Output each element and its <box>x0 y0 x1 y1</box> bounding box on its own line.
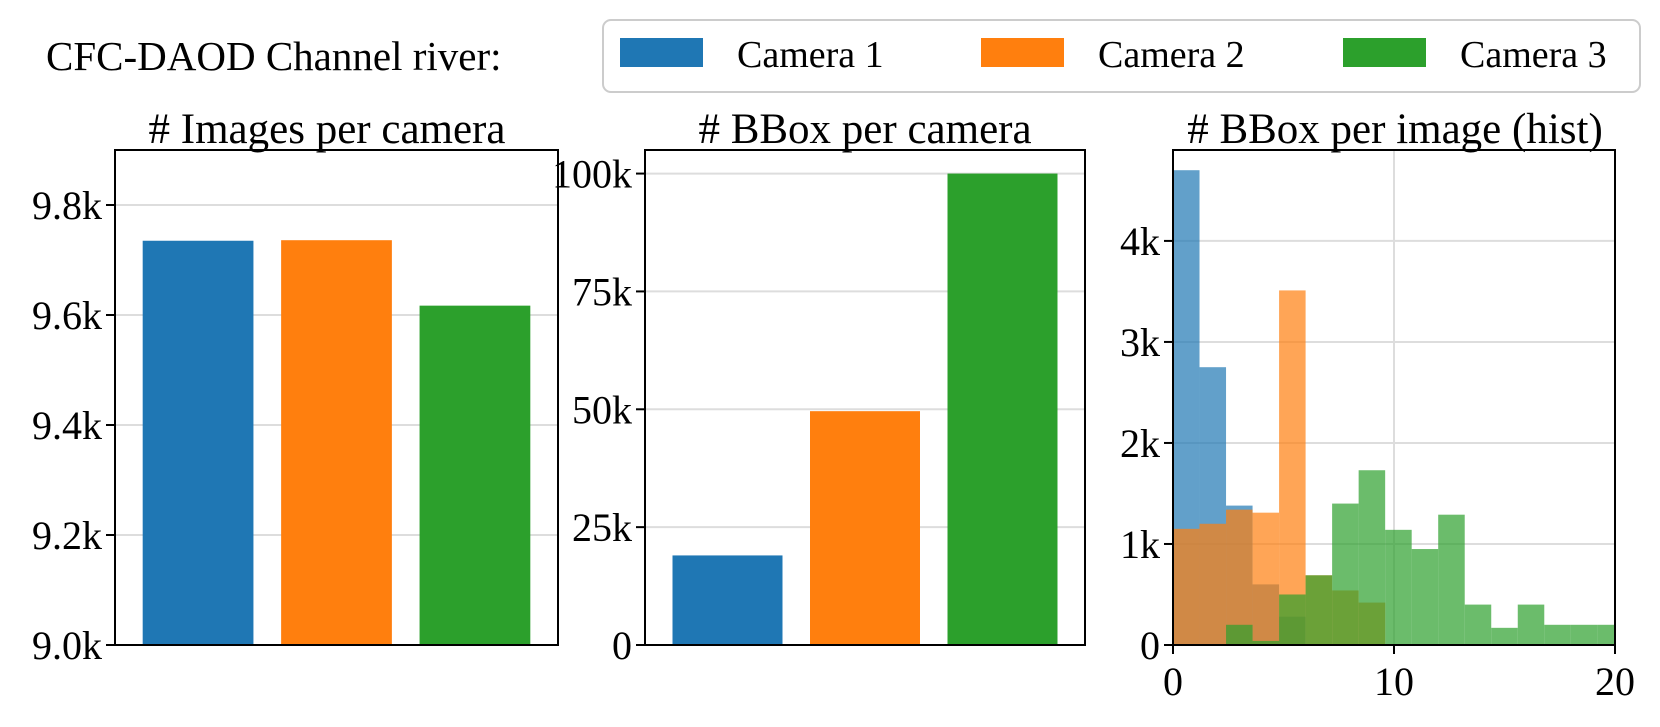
hist-bin <box>1252 640 1280 645</box>
hist-bin <box>1226 624 1253 645</box>
chart-bbox-per-camera: # BBox per camera 0 25k 50k 75k 100k <box>552 106 1086 668</box>
x-tick-label: 20 <box>1595 659 1635 704</box>
y-tick-label: 0 <box>1140 623 1160 668</box>
hist-bin <box>1358 470 1386 645</box>
hist-bin <box>1279 594 1306 645</box>
hist-bin <box>1411 549 1439 645</box>
legend-label-camera-1: Camera 1 <box>737 34 884 76</box>
hist-bin <box>1544 624 1571 645</box>
y-tick-label: 3k <box>1120 320 1160 365</box>
hist-bin <box>1226 509 1253 645</box>
x-tick-label: 0 <box>1163 659 1183 704</box>
hist-bin <box>1173 528 1200 645</box>
hist-bin <box>1517 604 1545 645</box>
chart-title: # BBox per camera <box>698 106 1031 153</box>
hist-series-camera-3 <box>1226 470 1615 645</box>
hist-bin <box>1570 624 1598 645</box>
bar-camera-2 <box>810 411 920 645</box>
y-tick-label: 9.6k <box>32 293 102 338</box>
y-tick-label: 75k <box>572 269 632 314</box>
hist-bin <box>1279 290 1306 645</box>
y-tick-label: 9.4k <box>32 403 102 448</box>
y-tick-label: 25k <box>572 505 632 550</box>
y-tick-label: 2k <box>1120 421 1160 466</box>
hist-bin <box>1199 523 1227 645</box>
y-tick-label: 100k <box>552 152 632 197</box>
hist-bin <box>1597 624 1615 645</box>
dataset-label: CFC-DAOD Channel river: <box>46 33 502 79</box>
y-tick-label: 0 <box>612 623 632 668</box>
chart-title: # BBox per image (hist) <box>1187 106 1603 153</box>
plot-frame <box>644 149 1086 646</box>
y-tick-label: 1k <box>1120 522 1160 567</box>
plot-frame <box>114 149 559 646</box>
y-tick-label: 50k <box>572 387 632 432</box>
hist-bin <box>1491 627 1518 645</box>
hist-bin <box>1305 575 1333 645</box>
hist-bin <box>1438 514 1465 645</box>
hist-bin <box>1464 604 1492 645</box>
legend-swatch-camera-2 <box>981 38 1064 67</box>
y-tick-label: 4k <box>1120 219 1160 264</box>
bar-camera-1 <box>672 555 783 645</box>
y-tick-label: 9.0k <box>32 623 102 668</box>
legend-label-camera-3: Camera 3 <box>1460 34 1607 76</box>
chart-bbox-per-image-hist: # BBox per image (hist) 0 1k 2k 3k 4k 0 10 20 <box>1120 106 1635 704</box>
hist-bin <box>1252 512 1280 645</box>
plot-frame <box>1172 149 1616 646</box>
bar-camera-1 <box>142 240 254 645</box>
legend-label-camera-2: Camera 2 <box>1098 34 1245 76</box>
y-tick-label: 9.2k <box>32 513 102 558</box>
chart-images-per-camera: # Images per camera 9.0k 9.2k 9.4k 9.6k 9.8k <box>32 106 559 668</box>
legend-swatch-camera-3 <box>1343 38 1426 67</box>
y-tick-label: 9.8k <box>32 183 102 228</box>
bar-camera-2 <box>281 240 392 645</box>
bar-camera-3 <box>947 173 1058 646</box>
legend-swatch-camera-1 <box>620 38 703 67</box>
hist-bin <box>1385 529 1412 645</box>
bar-camera-3 <box>419 305 531 645</box>
chart-title: # Images per camera <box>149 106 506 153</box>
x-tick-label: 10 <box>1374 659 1414 704</box>
hist-bin <box>1332 503 1359 645</box>
legend: Camera 1 Camera 2 Camera 3 <box>602 19 1641 93</box>
